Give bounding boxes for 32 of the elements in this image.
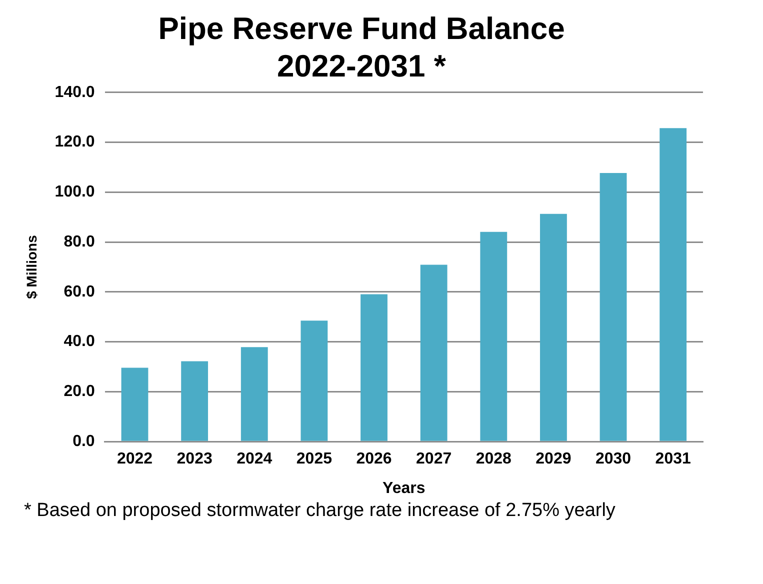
y-tick-label: 120.0 xyxy=(54,134,95,151)
bar xyxy=(600,172,627,441)
x-tick-label: 2026 xyxy=(356,450,392,468)
x-tick-label: 2028 xyxy=(476,450,512,468)
bar xyxy=(480,232,508,441)
y-tick-label: 80.0 xyxy=(64,233,95,250)
x-tick-label: 2025 xyxy=(296,450,332,468)
bar xyxy=(360,294,388,441)
y-axis-title: $ Millions xyxy=(23,234,40,299)
bar xyxy=(300,320,328,441)
y-tick-label: 60.0 xyxy=(64,283,95,300)
y-tick-label: 100.0 xyxy=(54,184,95,201)
y-tick-label: 40.0 xyxy=(64,333,95,350)
bar xyxy=(181,361,208,441)
x-tick-label: 2029 xyxy=(536,450,572,468)
y-tick-label: 140.0 xyxy=(54,84,95,101)
bar xyxy=(420,264,448,441)
x-tick-label: 2031 xyxy=(655,450,691,468)
bar xyxy=(660,128,687,441)
y-tick-label: 20.0 xyxy=(64,383,95,400)
x-tick-label: 2027 xyxy=(416,450,452,468)
x-tick-label: 2023 xyxy=(176,450,212,468)
x-tick-label: 2024 xyxy=(236,450,272,468)
chart-title: Pipe Reserve Fund Balance 2022-2031 * xyxy=(158,11,565,84)
x-tick-label: 2022 xyxy=(116,450,153,468)
text: * Based on proposed stormwater charge rate increase of 2.75% yearly xyxy=(24,500,616,522)
x-axis-title: Years xyxy=(382,480,426,497)
bar xyxy=(121,368,148,441)
bar xyxy=(240,347,268,441)
x-tick-label: 2030 xyxy=(595,450,632,468)
y-tick-label: 0.0 xyxy=(72,433,95,450)
bar xyxy=(540,214,567,441)
